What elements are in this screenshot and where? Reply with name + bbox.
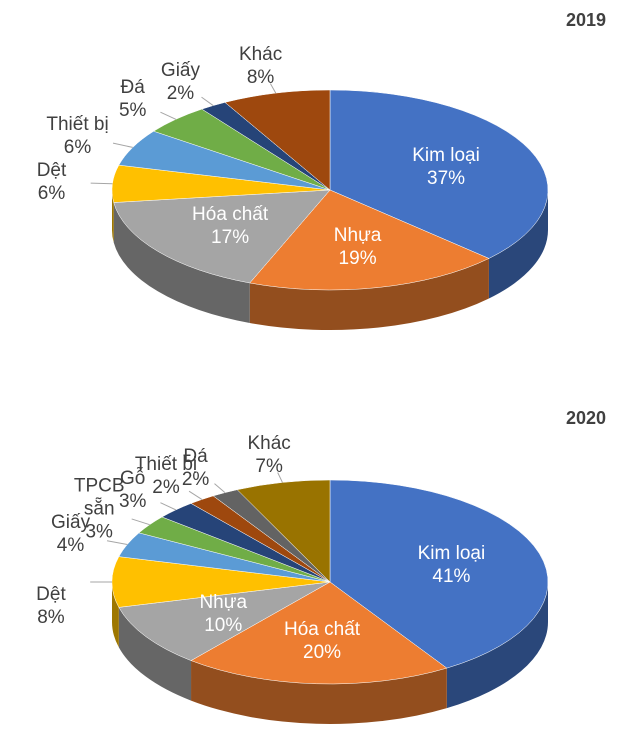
slice-label: Nhựa 19% [334,224,382,270]
slice [190,581,448,685]
value-label: 6% [63,136,92,158]
slice-side [446,582,548,709]
value-label: 5% [118,100,147,122]
slice-label: Đá 2% [182,445,209,491]
slice-label: TPCB sẵn 3% [57,474,142,543]
category-label: Nhựa [333,224,382,246]
value-label: 7% [255,455,283,477]
value-label: 2% [181,468,210,490]
value-label: 3% [118,490,147,512]
leader-line [214,483,226,493]
category-label: Dệt [36,584,66,605]
slice-label: Thiết bị 6% [46,113,108,159]
category-label: Hóa chất [284,619,361,641]
category-label: Gỗ [120,467,146,489]
value-label: 17% [211,226,250,248]
category-label: Kim loại [412,144,480,166]
slice [113,189,331,284]
leader-line [277,472,283,483]
slice-side [112,582,119,648]
leader-line [201,96,214,106]
slice [329,479,549,669]
slice-side [113,202,250,323]
leader-line [106,540,128,545]
slice-label: Kim loại 41% [418,542,486,588]
leader-line [112,142,133,148]
slice-label: Giấy 2% [161,59,200,105]
slice-label: Dệt 6% [37,159,67,205]
slice [329,89,549,259]
value-label: 3% [85,521,113,543]
category-label: Giấy [160,59,201,81]
slice-label: Khác 8% [239,43,282,89]
slice-label: Gỗ 3% [119,467,146,513]
slice-label: Kim loại 37% [412,144,480,190]
slice [118,581,331,661]
slice [236,479,331,583]
slice-label: Dệt 8% [36,583,66,629]
value-label: 37% [427,167,466,189]
value-label: 2% [166,82,195,104]
slice-label: Hóa chất 20% [284,618,360,664]
slice-side [118,607,192,701]
category-label: Thiết bị [46,113,109,135]
slice [224,89,331,191]
slice-side [249,258,489,330]
slice-side [191,660,447,724]
category-label: Dệt [36,159,67,181]
leader-line [160,111,177,120]
category-label: Nhựa [199,591,248,613]
slice-side [112,190,114,243]
value-label: 8% [246,67,275,89]
category-label: Kim loại [417,543,486,565]
category-label: Hóa chất [192,203,269,225]
category-label: Đá [183,445,208,467]
slice-label: Giấy 4% [51,511,90,557]
category-label: TPCB sẵn [73,475,125,520]
slice [249,189,490,291]
value-label: 19% [338,247,377,269]
category-label: Giấy [51,511,91,533]
slice-label: Hóa chất 17% [192,203,268,249]
slice-label: Khác 7% [247,432,290,478]
category-label: Đá [120,77,145,99]
slice-label: Thiết bị 2% [135,453,197,499]
value-label: 10% [204,614,243,636]
value-label: 4% [56,534,85,556]
slice [111,556,331,608]
leader-line [90,182,113,185]
category-label: Thiết bị [134,454,198,476]
value-label: 8% [37,607,65,628]
slice-label: Nhựa 10% [199,591,247,637]
leader-line [269,83,277,94]
category-label: Khác [247,432,291,454]
leader-line [188,490,203,500]
slice-label: Đá 5% [119,76,146,122]
leader-line [131,518,150,526]
value-label: 41% [432,566,471,588]
leader-line [160,502,177,511]
category-label: Khác [238,44,283,66]
chart-title: 2020 [566,408,607,428]
slice-side [488,190,548,299]
value-label: 2% [152,477,180,499]
value-label: 6% [37,182,66,204]
chart-title: 2019 [566,10,607,30]
value-label: 20% [303,642,342,664]
